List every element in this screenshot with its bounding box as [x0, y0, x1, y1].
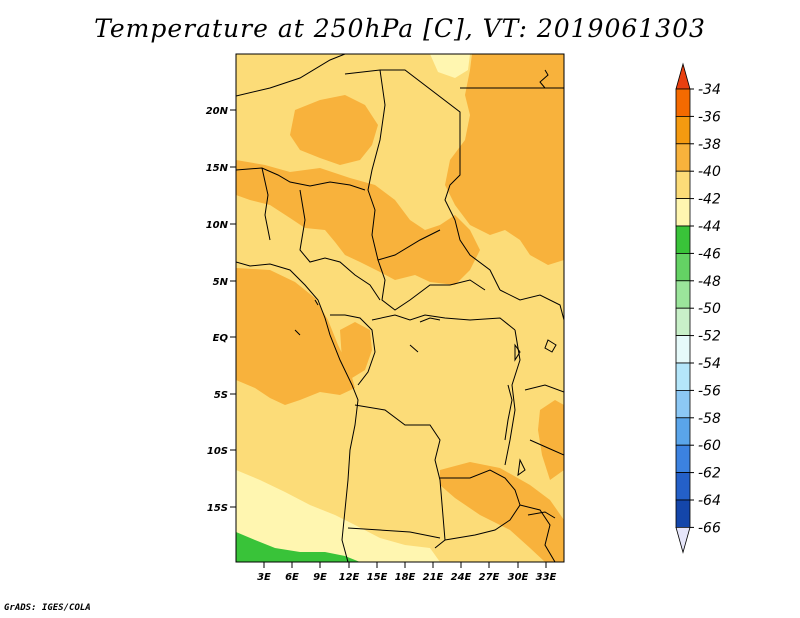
field-minus-42-band — [236, 470, 440, 562]
field-minus-38-southeast — [440, 462, 564, 562]
footer-credit: GrADS: IGES/COLA — [4, 603, 91, 613]
colorbar-label: -62 — [698, 466, 721, 482]
colorbar-label: -36 — [698, 109, 721, 125]
field-minus-42-ne — [430, 54, 470, 78]
colorbar-label: -42 — [698, 192, 721, 208]
colorbar-swatch — [675, 143, 691, 172]
colorbar-swatch — [675, 444, 691, 474]
field-minus-40-patch-a — [248, 210, 300, 255]
border-cameroon-car — [377, 259, 486, 311]
x-tick-label: 12E — [339, 572, 360, 583]
border-chad-sudan — [367, 69, 441, 261]
colorbar-swatch — [675, 280, 691, 309]
colorbar-triangle-bottom — [675, 527, 691, 554]
colorbar-label: -40 — [698, 164, 721, 180]
border-angola — [354, 404, 446, 549]
colorbar-label: -34 — [698, 82, 721, 98]
x-tick-label: 6E — [285, 572, 299, 583]
lake-outlines — [504, 339, 557, 519]
axis-ticks — [230, 109, 547, 568]
colorbar-label: -38 — [698, 137, 721, 153]
temperature-field — [236, 54, 564, 562]
y-tick-label: 10N — [206, 220, 229, 231]
x-tick-label: 27E — [479, 572, 500, 583]
y-tick-label: 5S — [214, 390, 228, 401]
colorbar-label: -44 — [698, 219, 721, 235]
colorbar-label: -64 — [698, 493, 721, 509]
x-tick-label: 3E — [257, 572, 271, 583]
border-mali-niger — [261, 167, 271, 241]
colorbar-swatch — [675, 499, 691, 528]
y-tick-label: 5N — [213, 277, 229, 288]
border-nigeria — [299, 189, 381, 301]
border-north-b — [344, 69, 501, 291]
colorbar-label: -56 — [698, 383, 721, 399]
border-angola-south — [347, 527, 441, 539]
chart-title: Temperature at 250hPa [C], VT: 201906130… — [94, 14, 706, 43]
border-nile — [539, 69, 549, 89]
colorbar-swatch — [675, 225, 691, 254]
border-sahel-west — [236, 167, 366, 191]
x-tick-label: 18E — [395, 572, 416, 583]
field-minus-38-central — [340, 322, 372, 378]
field-minus-38-north — [290, 95, 378, 165]
colorbar-swatch — [675, 252, 691, 282]
x-tick-label: 9E — [313, 572, 327, 583]
colorbar-swatch — [675, 417, 691, 446]
colorbar-label: -60 — [698, 438, 721, 454]
colorbar-label: -48 — [698, 274, 721, 290]
x-tick-label: 33E — [536, 572, 557, 583]
field-minus-38-sahel — [236, 160, 480, 285]
colorbar-swatch — [675, 335, 691, 364]
border-drc-west — [371, 314, 516, 331]
colorbar-swatch — [675, 170, 691, 199]
x-tick-label: 21E — [423, 572, 444, 583]
x-axis-labels: 3E 6E 9E 12E 15E 18E 21E 24E 27E 30E 33E — [257, 572, 556, 583]
colorbar-label: -66 — [698, 520, 721, 536]
map-frame — [235, 53, 565, 563]
colorbar-label: -46 — [698, 246, 721, 262]
y-tick-label: 15S — [207, 503, 228, 514]
colorbar-swatch — [675, 88, 691, 117]
field-minus-44-band — [236, 532, 360, 562]
colorbar-label: -50 — [698, 301, 721, 317]
colorbar-swatch — [675, 116, 691, 145]
y-tick-label: 20N — [206, 106, 229, 117]
x-tick-label: 30E — [508, 572, 529, 583]
colorbar-label: -52 — [698, 329, 721, 345]
border-tanzania — [524, 384, 564, 456]
border-north-a — [236, 54, 346, 97]
colorbar-triangle-top — [675, 62, 691, 90]
field-minus-40-patch-b — [378, 62, 455, 160]
y-axis-labels: 20N 15N 10N 5N EQ 5S 10S 15S — [206, 106, 229, 514]
colorbar: -34 -36 -38 -40 -42 -44 -46 -48 -50 -52 -54 -56 -58 -… — [675, 62, 721, 554]
field-minus-38-east — [538, 400, 564, 480]
border-mozambique — [519, 504, 556, 562]
coastline-west-africa — [236, 261, 359, 562]
colorbar-swatch — [675, 307, 691, 337]
x-tick-label: 15E — [367, 572, 388, 583]
field-minus-38-gulf — [236, 268, 355, 405]
x-tick-label: 24E — [451, 572, 472, 583]
political-boundaries — [236, 54, 564, 562]
border-zambia — [440, 469, 521, 541]
border-congo — [330, 314, 376, 386]
colorbar-label: -54 — [698, 356, 721, 372]
river-congo — [294, 299, 441, 353]
y-tick-label: EQ — [213, 333, 229, 344]
colorbar-label: -58 — [698, 411, 721, 427]
border-drc-east — [504, 329, 521, 466]
colorbar-swatch — [675, 472, 691, 501]
field-minus-38-northeast — [445, 54, 564, 265]
y-tick-label: 10S — [207, 446, 228, 457]
border-east-africa — [499, 289, 564, 321]
colorbar-swatch — [675, 389, 691, 419]
colorbar-swatch — [675, 198, 691, 227]
y-tick-label: 15N — [206, 163, 229, 174]
colorbar-swatch — [675, 362, 691, 391]
